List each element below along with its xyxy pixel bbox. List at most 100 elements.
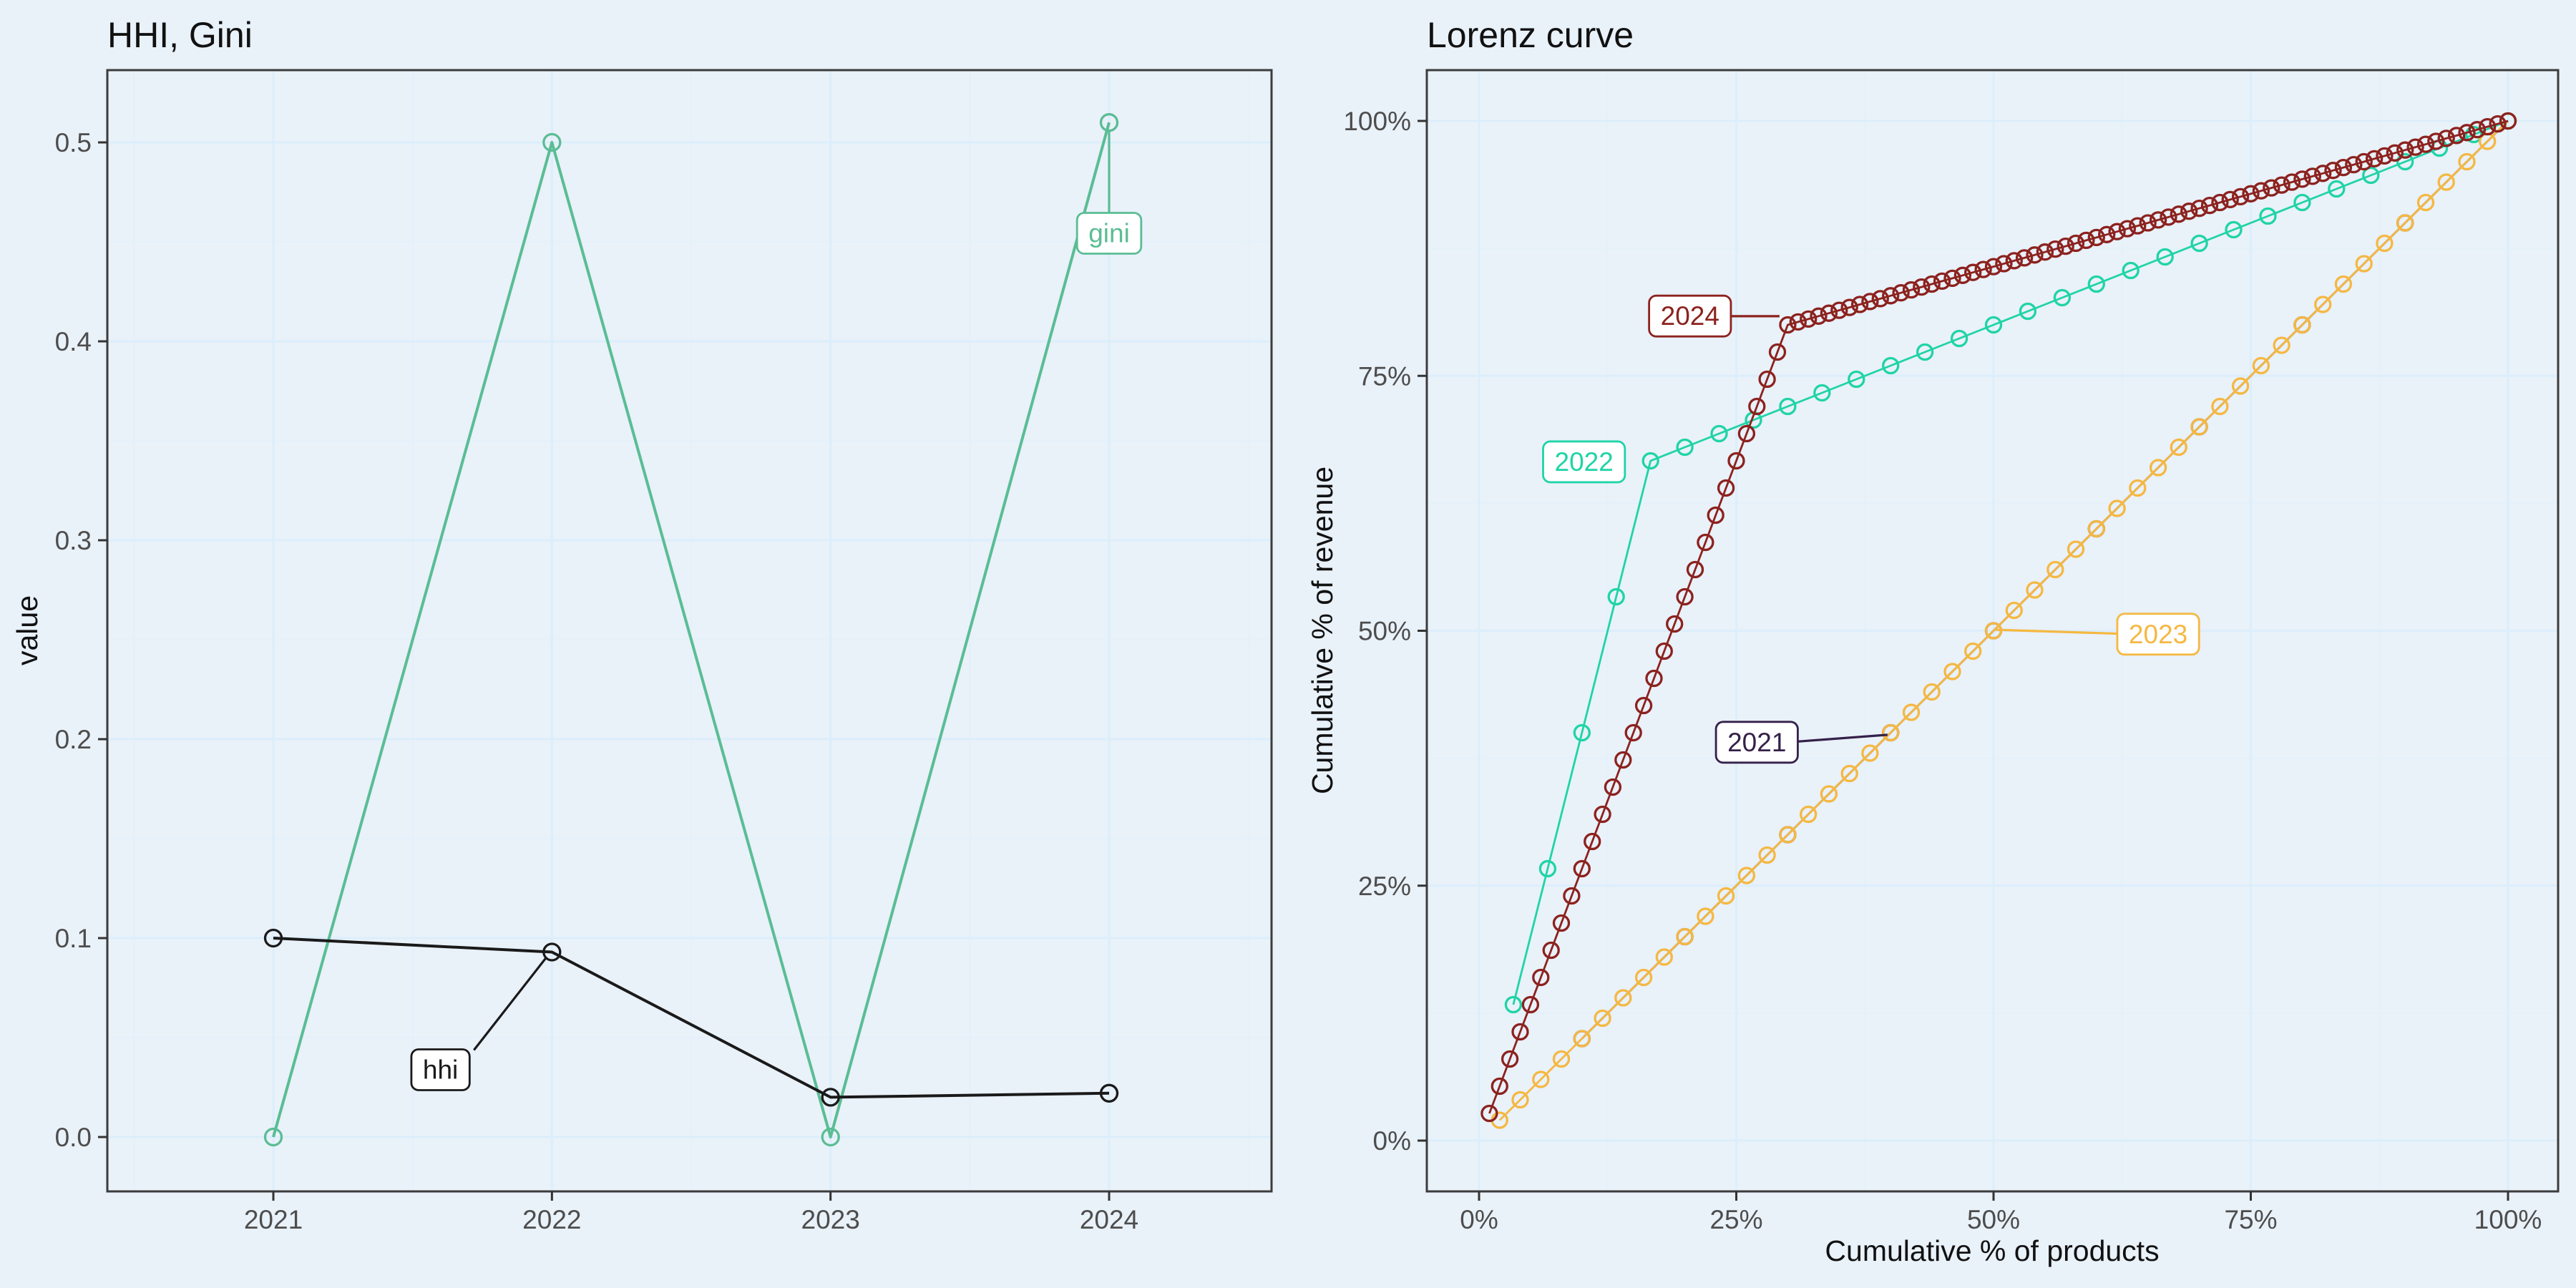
y-tick-label: 0.1 xyxy=(55,924,92,953)
series-marker-2023 xyxy=(1840,764,1858,783)
series-marker-2024 xyxy=(1645,669,1663,688)
series-marker-2024 xyxy=(1758,370,1776,389)
series-marker-2023 xyxy=(1676,927,1694,946)
annotation-leader-2021 xyxy=(1792,733,1888,743)
chart-lorenz: 2022 2024 2023 2021 0% 25% 50% 75% 100% 0% 25% 50%… xyxy=(1306,15,2560,1267)
series-marker-2024 xyxy=(1491,1077,1508,1096)
series-marker-2024 xyxy=(1748,397,1766,416)
series-marker-2023 xyxy=(1614,989,1632,1007)
series-marker-2022 xyxy=(2396,152,2414,171)
series-marker-2024 xyxy=(1800,310,1818,328)
series-marker-2023 xyxy=(1594,1009,1611,1028)
series-marker-2024 xyxy=(2160,208,2177,226)
series-marker-2023 xyxy=(2067,540,2085,558)
series-marker-2022 xyxy=(1984,316,2003,334)
series-marker-2022 xyxy=(2122,261,2140,280)
series-marker-2022 xyxy=(2328,180,2346,198)
series-marker-2024 xyxy=(2180,203,2198,220)
series-marker-2024 xyxy=(2098,225,2116,243)
series-marker-2024 xyxy=(1666,615,1684,633)
series-marker-2024 xyxy=(1768,343,1787,361)
series-marker-2024 xyxy=(2365,150,2384,168)
series-marker-2024 xyxy=(2479,117,2497,136)
y-axis-title-left: value xyxy=(11,595,44,665)
series-marker-2023 xyxy=(1902,703,1921,721)
series-marker-2024 xyxy=(1563,887,1581,905)
series-marker-2024 xyxy=(2015,249,2034,267)
series-marker-2024 xyxy=(1871,290,1889,308)
series-line-2022 xyxy=(1512,119,2509,1005)
series-marker-2024 xyxy=(2437,130,2455,147)
series-marker-2024 xyxy=(2170,205,2187,223)
x-tick-label: 25% xyxy=(1709,1205,1762,1234)
x-axis-title-right: Cumulative % of products xyxy=(1825,1234,2159,1267)
series-marker-2024 xyxy=(2416,135,2435,153)
series-marker-2022 xyxy=(2259,207,2277,225)
y-tick-label: 100% xyxy=(1343,107,1411,136)
series-marker-2024 xyxy=(1737,424,1756,443)
series-marker-2024 xyxy=(2067,234,2085,253)
series-marker-2023 xyxy=(2314,296,2332,313)
series-marker-2024 xyxy=(1521,995,1540,1014)
series-marker-2023 xyxy=(2005,601,2023,620)
series-marker-2024 xyxy=(1614,751,1632,769)
series-marker-2023 xyxy=(2293,316,2311,334)
series-marker-2024 xyxy=(2293,170,2311,188)
series-marker-2022 xyxy=(1607,587,1625,606)
annotation-box-2023 xyxy=(2116,613,2200,656)
series-marker-2024 xyxy=(1594,805,1611,824)
series-marker-2023 xyxy=(1882,723,1900,742)
series-marker-2022 xyxy=(1950,329,1968,348)
series-marker-2024 xyxy=(1501,1050,1519,1068)
y-tick-label: 75% xyxy=(1358,361,1411,391)
series-marker-2024 xyxy=(2077,231,2095,250)
series-marker-2023 xyxy=(2273,336,2290,354)
series-marker-2024 xyxy=(2324,162,2342,180)
series-marker-2022 xyxy=(1779,397,1797,416)
series-marker-2024 xyxy=(2396,141,2414,159)
series-marker-2024 xyxy=(2263,179,2280,197)
series-marker-2022 xyxy=(1538,859,1557,878)
series-marker-2024 xyxy=(1655,642,1673,660)
series-marker-2023 xyxy=(1511,1091,1529,1109)
series-marker-2024 xyxy=(2118,220,2137,238)
y-tick-label: 0.4 xyxy=(55,327,92,356)
series-marker-2024 xyxy=(1634,696,1653,715)
chart-hhi-gini: hhi gini 2021 2022 2023 2024 0.0 0.1 0.2 0.3 0.4 0… xyxy=(11,15,1273,1234)
y-axis-title-right: Cumulative % of revenue xyxy=(1306,467,1339,794)
series-marker-2024 xyxy=(1861,293,1879,311)
series-marker-2022 xyxy=(1504,995,1523,1014)
y-tick-label: 0.3 xyxy=(55,526,92,555)
series-marker-2022 xyxy=(1710,424,1728,443)
series-line-2024 xyxy=(1488,119,2509,1114)
series-marker-2024 xyxy=(1707,506,1724,525)
series-marker-2022 xyxy=(1916,343,1934,361)
series-marker-2023 xyxy=(2108,499,2126,517)
series-marker-2023 xyxy=(1573,1030,1591,1048)
series-marker-2023 xyxy=(2026,581,2044,599)
series-marker-2023 xyxy=(2376,234,2394,253)
x-tick-label: 100% xyxy=(2474,1205,2542,1234)
series-marker-2024 xyxy=(2242,185,2260,203)
series-marker-2024 xyxy=(1974,260,1992,278)
annotation-label-2023: 2023 xyxy=(2129,620,2187,649)
annotation-box-2021 xyxy=(1714,721,1799,764)
series-marker-2022 xyxy=(2053,288,2072,307)
series-marker-2024 xyxy=(1532,968,1550,987)
chart-title-right: Lorenz curve xyxy=(1427,15,1634,55)
x-tick-label: 2021 xyxy=(244,1205,303,1234)
series-marker-2023 xyxy=(2458,152,2476,171)
series-marker-2022 xyxy=(2190,234,2208,253)
series-marker-2023 xyxy=(2437,173,2455,191)
series-marker-2022 xyxy=(1882,356,1900,375)
series-marker-2024 xyxy=(2129,217,2147,235)
series-marker-2024 xyxy=(1882,287,1900,305)
series-marker-2023 xyxy=(2087,519,2105,538)
series-marker-2024 xyxy=(1624,723,1642,742)
series-marker-2024 xyxy=(1542,941,1560,960)
series-marker-2023 xyxy=(2231,377,2250,395)
series-marker-2023 xyxy=(2355,255,2373,273)
series-marker-2024 xyxy=(2273,176,2290,194)
series-marker-2024 xyxy=(2005,252,2023,270)
